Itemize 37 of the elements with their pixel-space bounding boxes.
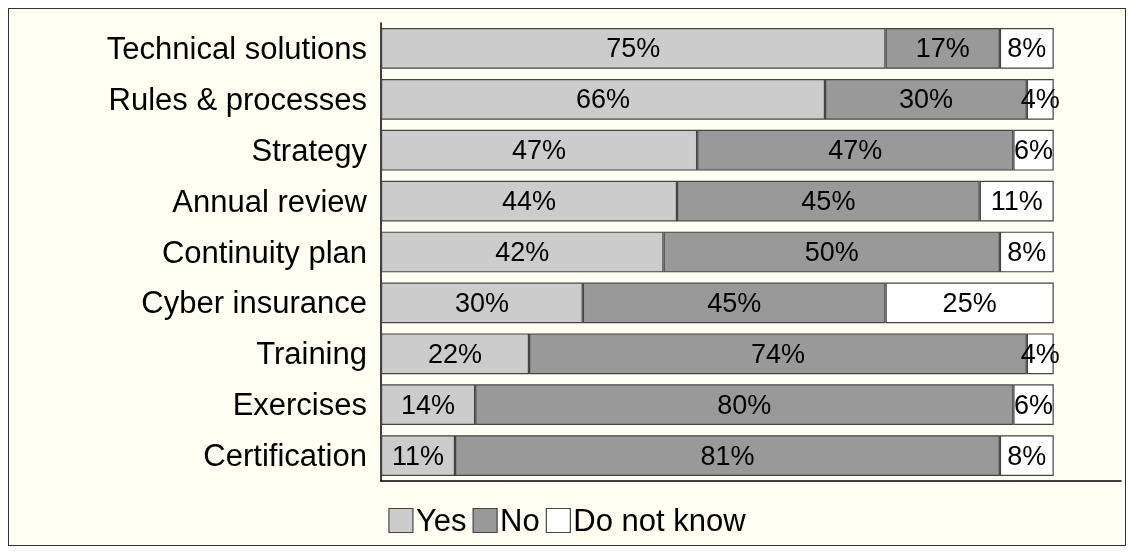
data-label: 47% [828,135,883,166]
data-label: 80% [717,389,772,420]
data-label: 17% [915,33,970,64]
y-tick-label: Rules & processes [108,81,367,117]
legend-label: Do not know [573,503,747,538]
data-label: 47% [512,135,567,166]
y-tick-label: Exercises [232,387,367,423]
y-tick-label: Strategy [251,132,368,168]
data-label: 6% [1014,135,1054,166]
data-label: 14% [401,389,456,420]
data-label: 66% [575,84,631,115]
data-label: 22% [427,338,483,369]
data-label: 44% [501,186,557,217]
data-label: 75% [606,33,661,64]
legend-label: Yes [415,503,467,538]
data-label: 8% [1007,33,1047,64]
legend-label: No [500,503,540,538]
data-label: 25% [942,287,997,318]
y-tick-label: Technical solutions [106,30,367,66]
y-tick-label: Annual review [172,183,368,219]
data-label: 50% [804,237,859,267]
data-label: 30% [454,287,509,318]
y-tick-label: Certification [203,438,367,474]
y-tick-label: Cyber insurance [141,285,367,321]
data-label: 74% [750,338,805,369]
data-label: 45% [707,287,762,318]
data-label: 30% [898,84,953,115]
data-label: 8% [1007,237,1047,267]
data-label: 11% [990,186,1043,217]
data-label: 8% [1007,440,1047,471]
data-label: 45% [801,186,856,217]
data-label: 11% [391,440,445,471]
data-label: 81% [700,440,755,471]
data-label: 42% [495,237,550,267]
y-tick-label: Training [256,336,367,372]
data-label: 6% [1014,389,1054,420]
y-tick-label: Continuity plan [161,234,367,270]
